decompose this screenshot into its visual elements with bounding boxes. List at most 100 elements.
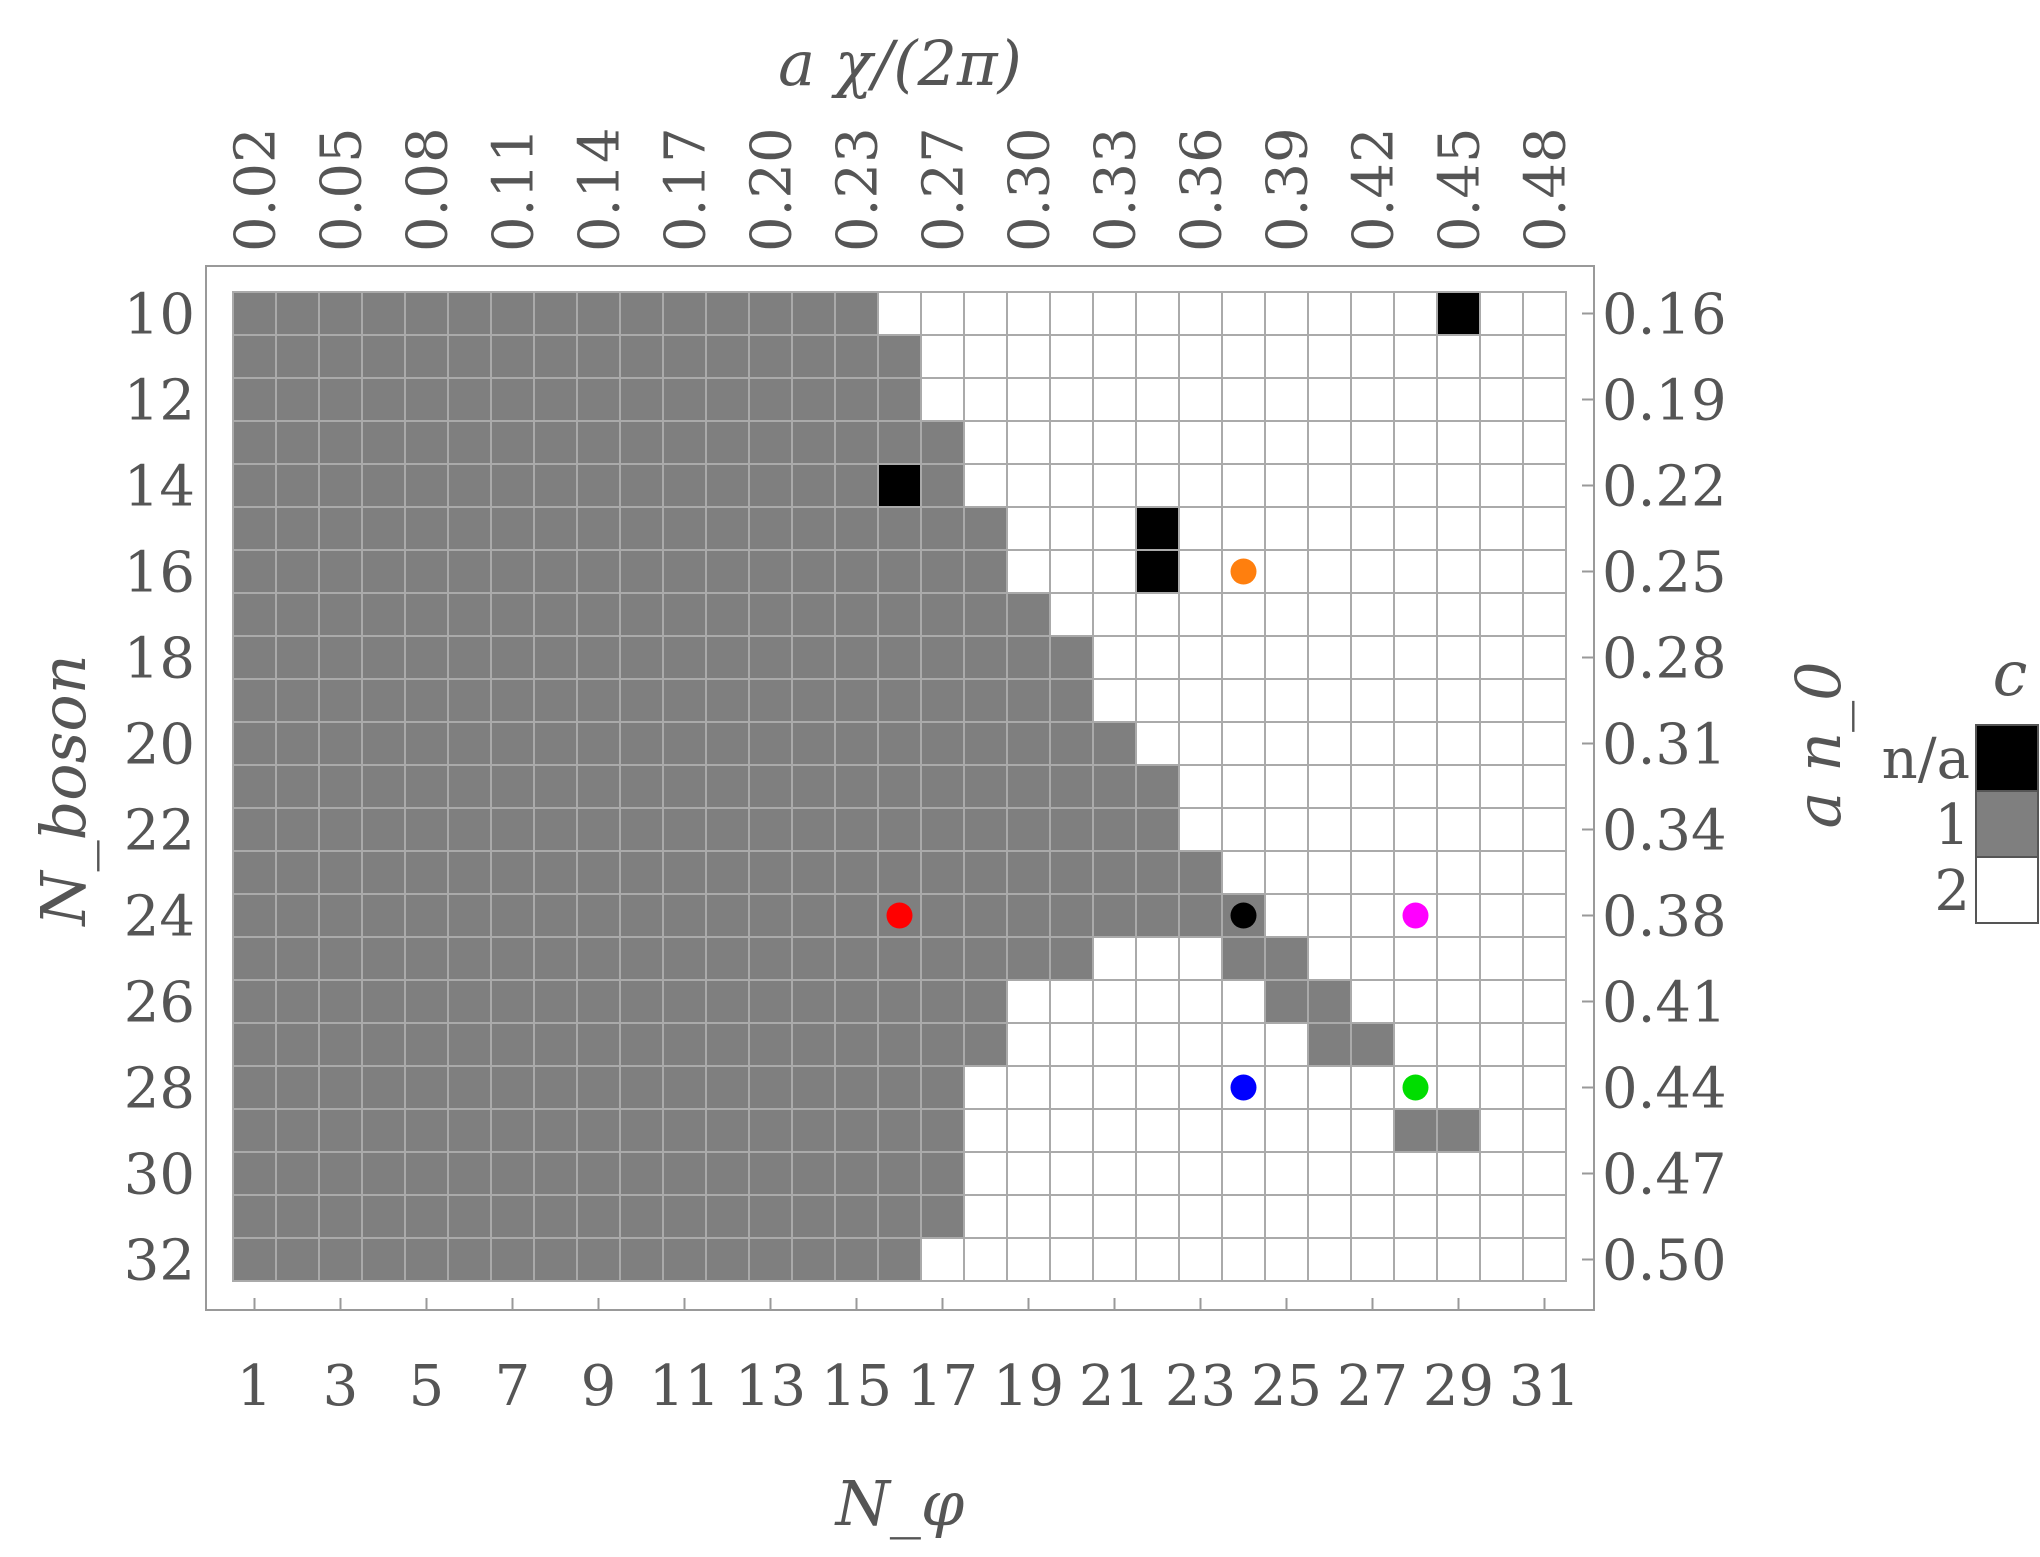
heatmap-cell [1178,334,1223,379]
heatmap-cell [1178,721,1223,766]
heatmap-cell [1178,291,1223,336]
heatmap-cell [920,549,965,594]
heatmap-cell [1264,1194,1309,1239]
heatmap-cell [232,549,277,594]
heatmap-cell [1479,334,1524,379]
legend-label: 1 [1934,793,1970,858]
heatmap-cell [533,807,578,852]
heatmap-cell [1135,1065,1180,1110]
heatmap-cell [275,979,320,1024]
heatmap-cell [1049,1194,1094,1239]
heatmap-cell [877,1194,922,1239]
heatmap-cell [447,764,492,809]
top-tick-label: 0.14 [568,127,633,252]
heatmap-cell [1135,334,1180,379]
heatmap-cell [1092,1065,1137,1110]
heatmap-cell [533,1151,578,1196]
heatmap-cell [1436,420,1481,465]
heatmap-cell [705,635,750,680]
heatmap-cell [1350,377,1395,422]
heatmap-cell [447,463,492,508]
heatmap-cell [619,1022,664,1067]
heatmap-cell [1393,807,1438,852]
heatmap-cell [662,850,707,895]
heatmap-cell [361,463,406,508]
heatmap-cell [404,1065,449,1110]
heatmap-cell [877,635,922,680]
heatmap-cell [576,1108,621,1153]
heatmap-cell [1092,979,1137,1024]
heatmap-cell [1221,764,1266,809]
x-tick-label: 1 [237,1354,273,1419]
heatmap-cell [533,1065,578,1110]
x-tick-label: 17 [907,1354,978,1419]
heatmap-cell [877,678,922,723]
heatmap-cell [1264,506,1309,551]
heatmap-cell [490,334,535,379]
heatmap-cell [1350,1151,1395,1196]
heatmap-cell [232,721,277,766]
top-axis-title: a χ/(2π) [778,27,1022,100]
heatmap-cell [490,549,535,594]
heatmap-cell [1350,1065,1395,1110]
heatmap-cell [662,979,707,1024]
heatmap-cell [1049,721,1094,766]
heatmap-cell [1350,979,1395,1024]
heatmap-cell [1006,334,1051,379]
heatmap-cell [1307,807,1352,852]
top-tick-label: 0.30 [998,127,1063,252]
heatmap-cell [1307,592,1352,637]
heatmap-cell [1307,1022,1352,1067]
heatmap-cell [361,678,406,723]
heatmap-cell [834,463,879,508]
heatmap-cell [533,1237,578,1282]
heatmap-cell [576,764,621,809]
heatmap-cell [361,807,406,852]
heatmap-cell [1049,1151,1094,1196]
heatmap-cell [662,1065,707,1110]
heatmap-cell [619,592,664,637]
heatmap-cell [1006,506,1051,551]
y-tick-label: 28 [124,1057,195,1122]
heatmap-cell [1221,721,1266,766]
heatmap-cell [1436,1151,1481,1196]
heatmap-cell [490,678,535,723]
heatmap-cell [1522,1065,1567,1110]
heatmap-cell [404,893,449,938]
heatmap-cell [1006,463,1051,508]
heatmap-cell [1350,936,1395,981]
heatmap-cell [1178,1237,1223,1282]
heatmap-cell [920,1237,965,1282]
heatmap-cell [1522,850,1567,895]
heatmap-cell [1092,807,1137,852]
heatmap-cell [490,1194,535,1239]
heatmap-cell [705,807,750,852]
heatmap-cell [791,635,836,680]
heatmap-cell [1006,721,1051,766]
heatmap-cell [232,1194,277,1239]
heatmap-cell [1049,549,1094,594]
heatmap-cell [963,1237,1008,1282]
top-tick-label: 0.02 [224,127,289,252]
heatmap-cell [1092,635,1137,680]
heatmap-cell [1479,420,1524,465]
heatmap-cell [1350,592,1395,637]
heatmap-cell [920,1065,965,1110]
heatmap-cell [662,334,707,379]
heatmap-cell [791,1065,836,1110]
heatmap-cell [1522,936,1567,981]
top-tick-label: 0.11 [482,127,547,252]
heatmap-cell [1436,1022,1481,1067]
heatmap-cell [791,979,836,1024]
heatmap-cell [533,592,578,637]
heatmap-cell [232,979,277,1024]
heatmap-cell [318,334,363,379]
heatmap-cell [1135,807,1180,852]
heatmap-cell [275,1237,320,1282]
heatmap-cell [232,420,277,465]
heatmap-cell [1479,850,1524,895]
heatmap-cell [1479,549,1524,594]
heatmap-cell [1178,678,1223,723]
heatmap-cell [1522,1151,1567,1196]
heatmap-cell [619,764,664,809]
